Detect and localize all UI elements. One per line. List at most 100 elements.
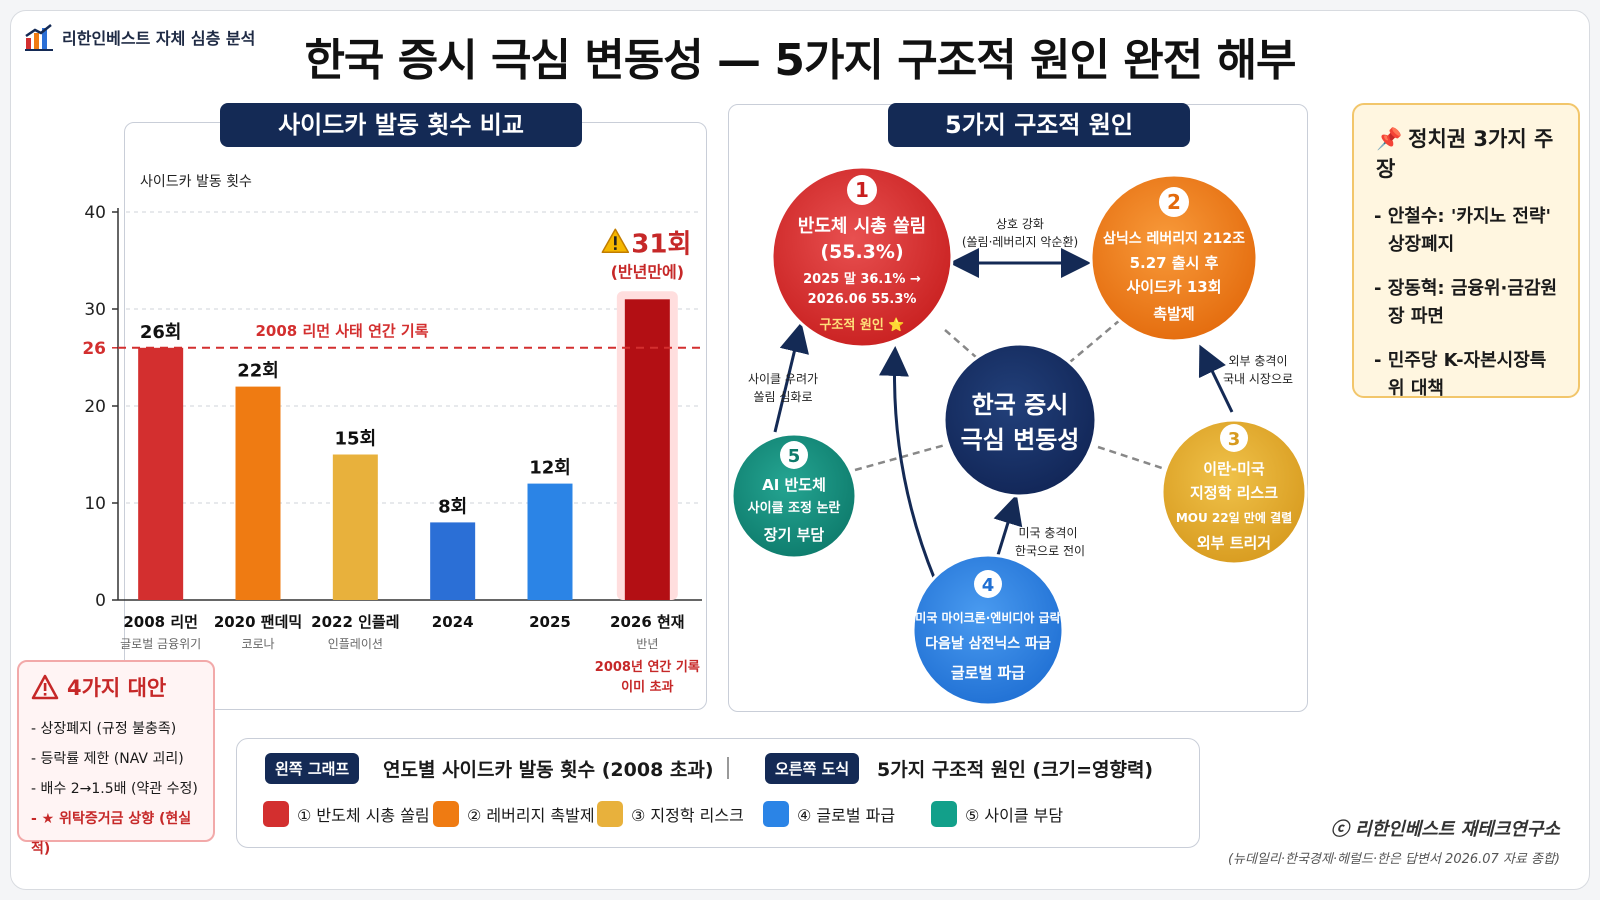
cause-node-2: 2 삼닉스 레버리지 212조 5.27 출시 후 사이드카 13회 촉발제 [1089,173,1259,343]
brand-label: 리한인베스트 자체 심층 분석 [62,29,256,48]
chart-logo-icon [25,24,53,51]
highlight-note: 2008년 연간 기록 [595,659,700,675]
y-tick-label: 20 [84,397,106,417]
alternatives-box: 4가지 대안 - 상장폐지 (규정 불충족) - 등락률 제한 (NAV 괴리)… [17,660,215,857]
bar-5 [624,299,670,600]
link-center-5 [854,443,946,472]
cause-node-3: 3 이란-미국 지정학 리스크 MOU 22일 만에 결렬 외부 트리거 [1160,418,1308,566]
legend-swatch [763,801,789,827]
svg-text:다음날 삼전닉스 파급: 다음날 삼전닉스 파급 [925,635,1051,652]
x-tick-sublabel: 반년 [636,637,658,651]
warning-icon [31,674,59,700]
legend-item-3: ③ 지정학 리스크 [597,801,744,827]
svg-text:MOU 22일 만에 결렬: MOU 22일 만에 결렬 [1176,510,1292,525]
chart-panel-title: 사이드카 발동 횟수 비교 [220,103,582,147]
list-item: - 장동혁: 금융위·금감원장 파면 [1374,278,1558,327]
svg-text:삼닉스 레버리지 212조: 삼닉스 레버리지 212조 [1103,230,1245,247]
list-item: - 민주당 K-자본시장특위 대책 [1374,350,1547,399]
list-item: - 상장폐지 (규정 불충족) [31,721,177,737]
legend-item-label: ③ 지정학 리스크 [631,806,744,825]
arrow-3-2 [1198,344,1234,413]
political-claims-box: 📌 정치권 3가지 주장 - 안철수: '카지노 전략' 상장폐지 - 장동혁: … [1352,103,1580,399]
legend-swatch [597,801,623,827]
svg-text:외부 트리거: 외부 트리거 [1197,534,1271,552]
edge-label-mutual-sub: (쏠림·레버리지 악순환) [962,235,1078,249]
reference-line-label: 2008 리먼 사태 연간 기록 [255,322,428,340]
edge-label-3b: 국내 시장으로 [1223,372,1293,386]
y-tick-label: 30 [84,300,106,320]
y-tick-label: 26 [82,339,106,359]
chart-panel [124,122,707,710]
link-center-2 [1069,319,1121,363]
link-center-3 [1097,445,1169,472]
svg-text:3: 3 [1228,429,1241,450]
legend-swatch [931,801,957,827]
copyright: ⓒ 리한인베스트 재테크연구소 [1330,819,1560,840]
svg-text:2: 2 [1167,190,1181,214]
alternatives-title-text: 4가지 대안 [67,676,167,700]
cause-node-1: 1 반도체 시총 쏠림 (55.3%) 2025 말 36.1% → 2026.… [770,165,954,349]
bar-value-label: 31회 [631,229,691,259]
list-item: - 배수 2→1.5배 (약관 수정) [31,781,198,797]
legend-item-label: ④ 글로벌 파급 [797,806,896,825]
highlight-note: 이미 초과 [621,679,673,695]
svg-text:(55.3%): (55.3%) [820,241,903,263]
svg-text:지정학 리스크: 지정학 리스크 [1190,484,1278,502]
svg-text:사이클 조정 논란: 사이클 조정 논란 [748,500,841,516]
legend-item-label: ① 반도체 시총 쏠림 [297,806,430,825]
svg-text:글로벌 파급: 글로벌 파급 [951,664,1025,682]
cause-diagram: 상호 강화 (쏠림·레버리지 악순환) 외부 충격이 국내 시장으로 미국 충격… [730,165,1308,707]
political-claims-list: - 안철수: '카지노 전략' 상장폐지 - 장동혁: 금융위·금감원장 파면 … [1370,203,1562,403]
cause-node-5: 5 AI 반도체 사이클 조정 논란 장기 부담 [730,432,858,560]
bar-value-label: 15회 [335,429,377,450]
legend-item-1: ① 반도체 시총 쏠림 [263,801,430,827]
svg-text:한국 증시: 한국 증시 [972,391,1069,419]
svg-text:촉발제: 촉발제 [1153,305,1194,323]
svg-text:이란-미국: 이란-미국 [1203,460,1265,478]
x-tick-sublabel: 인플레이션 [328,637,383,651]
svg-text:2026.06 55.3%: 2026.06 55.3% [808,292,917,307]
source-note: (뉴데일리·한국경제·헤럴드·한은 답변서 2026.07 자료 종합) [1227,852,1560,867]
bar-0 [138,347,184,600]
brand: 리한인베스트 자체 심층 분석 [24,22,255,52]
warning-icon [601,228,630,254]
right-diagram-pill: 오른쪽 도식 [765,753,860,784]
political-claims-title: 📌 정치권 3가지 주장 [1370,123,1562,183]
svg-text:미국 마이크론·엔비디아 급락: 미국 마이크론·엔비디아 급락 [915,610,1060,625]
alternatives-title: 4가지 대안 [31,672,201,702]
legend-swatch [263,801,289,827]
svg-text:4: 4 [982,575,995,596]
y-tick-label: 40 [84,203,106,223]
x-tick-label: 2024 [432,613,474,631]
pushpin-icon: 📌 [1376,127,1403,151]
y-tick-label: 0 [95,591,106,611]
svg-text:사이드카 13회: 사이드카 13회 [1126,278,1221,296]
legend-item-5: ⑤ 사이클 부담 [931,801,1063,827]
legend-item-label: ⑤ 사이클 부담 [965,806,1064,825]
x-tick-label: 2025 [529,613,571,631]
x-tick-label: 2008 리먼 [123,613,198,631]
bar-value-label: 12회 [529,458,571,479]
arrow-4-center [993,494,1023,556]
list-item: - 등락률 제한 (NAV 괴리) [31,751,184,767]
center-node: 한국 증시 극심 변동성 [942,342,1098,498]
left-graph-desc: 연도별 사이드카 발동 횟수 (2008 초과) [383,759,714,781]
x-tick-sublabel: 코로나 [241,637,274,651]
legend-item-4: ④ 글로벌 파급 [763,801,895,827]
left-graph-pill: 왼쪽 그래프 [265,753,360,784]
y-axis-label: 사이드카 발동 횟수 [140,174,252,190]
svg-text:장기 부담: 장기 부담 [764,526,825,544]
x-tick-sublabel: 글로벌 금융위기 [120,637,201,651]
bar-value-label: 8회 [438,496,467,517]
legend-item-2: ② 레버리지 촉발제 [433,801,595,827]
arrow-4-1 [879,346,937,581]
svg-text:2025 말 36.1% →: 2025 말 36.1% → [803,272,921,287]
bar-1 [235,386,281,600]
page-title: 한국 증시 극심 변동성 — 5가지 구조적 원인 완전 해부 [304,35,1296,86]
x-tick-label: 2026 현재 [610,613,685,631]
edge-label-4b: 한국으로 전이 [1015,544,1085,558]
bar-4 [527,483,573,600]
edge-label-3a: 외부 충격이 [1228,354,1287,368]
svg-text:극심 변동성: 극심 변동성 [961,426,1080,454]
link-center-1 [944,329,986,366]
